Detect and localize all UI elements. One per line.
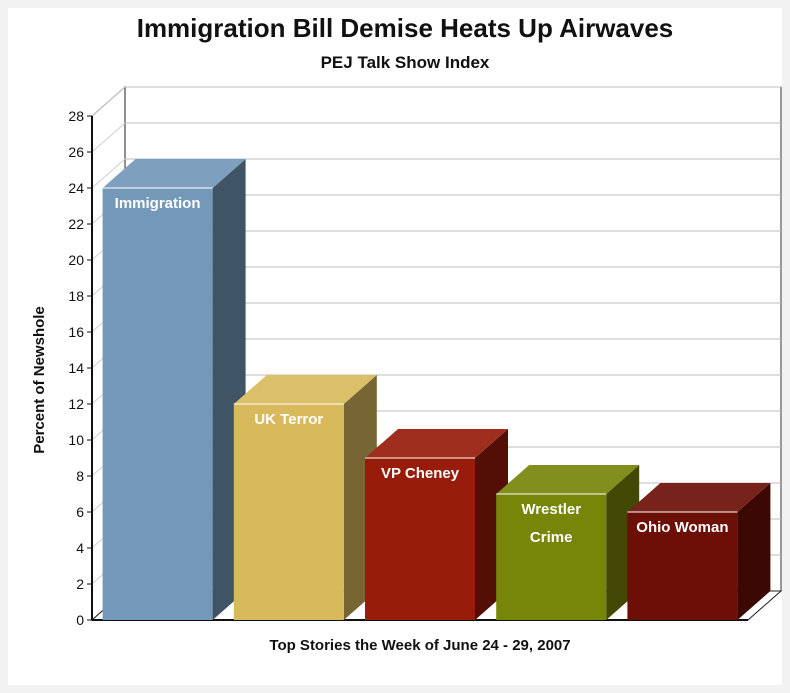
x-axis-label: Top Stories the Week of June 24 - 29, 20… bbox=[269, 637, 570, 654]
bar-category-label: Wrestler bbox=[521, 501, 581, 518]
y-tick-label: 20 bbox=[68, 252, 84, 268]
bar bbox=[627, 512, 738, 620]
chart-subtitle: PEJ Talk Show Index bbox=[321, 53, 490, 72]
bar bbox=[102, 188, 213, 620]
bar-top bbox=[233, 375, 377, 404]
bar-top bbox=[102, 159, 246, 188]
y-tick-label: 28 bbox=[68, 108, 84, 124]
bar bbox=[496, 494, 607, 620]
y-tick-label: 0 bbox=[76, 612, 84, 628]
y-tick-label: 26 bbox=[68, 144, 84, 160]
y-axis-label: Percent of Newshole bbox=[31, 306, 48, 454]
y-tick-label: 8 bbox=[76, 468, 84, 484]
bar-top bbox=[627, 483, 771, 512]
gridline-depth bbox=[91, 158, 126, 189]
y-tick-label: 2 bbox=[76, 576, 84, 592]
gridline-depth bbox=[91, 86, 126, 117]
bar-top bbox=[365, 429, 508, 458]
y-tick-label: 12 bbox=[68, 396, 84, 412]
bar-side bbox=[737, 483, 771, 620]
bar-category-label: Ohio Woman bbox=[636, 519, 728, 536]
y-tick-label: 14 bbox=[68, 360, 84, 376]
y-tick-label: 10 bbox=[68, 432, 84, 448]
bar-category-label: UK Terror bbox=[254, 411, 323, 428]
y-tick-label: 24 bbox=[68, 180, 84, 196]
bar-category-label: VP Cheney bbox=[381, 465, 460, 482]
bar bbox=[365, 458, 475, 620]
y-tick-label: 18 bbox=[68, 288, 84, 304]
y-tick-label: 6 bbox=[76, 504, 84, 520]
y-tick-label: 22 bbox=[68, 216, 84, 232]
bar-top bbox=[496, 465, 640, 494]
bar-category-label: Crime bbox=[530, 529, 573, 546]
bar bbox=[233, 404, 344, 620]
chart-title: Immigration Bill Demise Heats Up Airwave… bbox=[137, 13, 674, 43]
y-tick-label: 16 bbox=[68, 324, 84, 340]
gridline-depth bbox=[91, 122, 126, 153]
bar-category-label: Immigration bbox=[115, 195, 201, 212]
y-tick-label: 4 bbox=[76, 540, 84, 556]
